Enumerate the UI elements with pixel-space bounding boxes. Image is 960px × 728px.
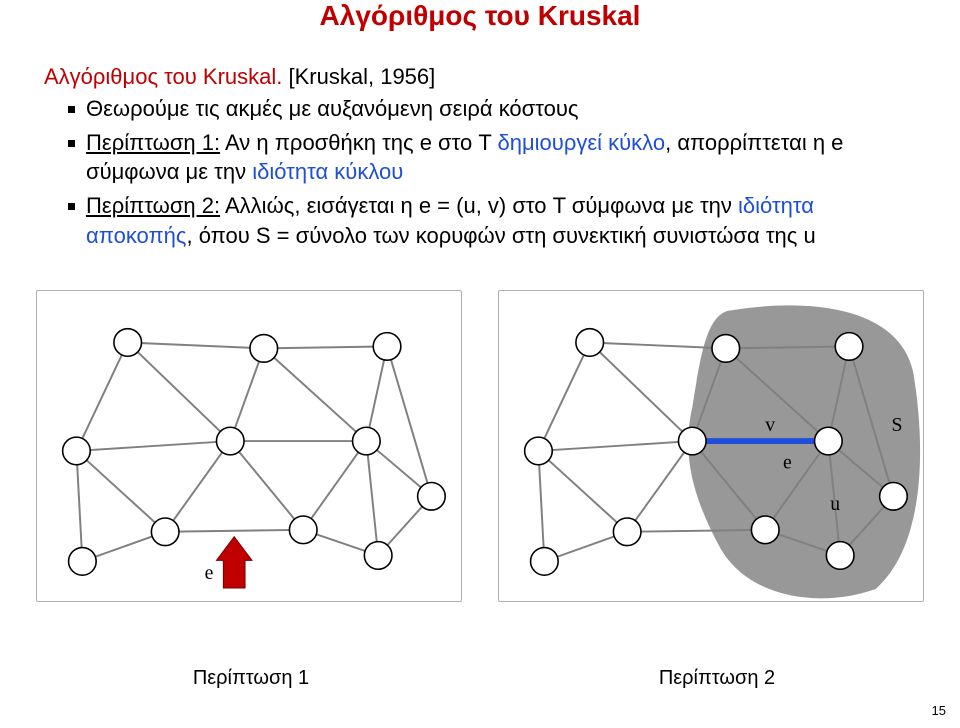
- bullet-run: Αλλιώς, εισάγεται η e = (u, v) στο T σύμ…: [220, 193, 738, 218]
- page-root: Αλγόριθμος του Kruskal Αλγόριθμος του Kr…: [0, 0, 960, 728]
- svg-text:v: v: [765, 414, 775, 436]
- bullet-text: Θεωρούμε τις ακμές με αυξανόμενη σειρά κ…: [86, 96, 579, 121]
- page-number: 15: [932, 703, 946, 718]
- graphs-row: e veuS: [36, 290, 924, 602]
- page-title: Αλγόριθμος του Kruskal: [0, 0, 960, 32]
- bullet-item: Θεωρούμε τις ακμές με αυξανόμενη σειρά κ…: [56, 94, 920, 124]
- svg-text:e: e: [205, 562, 214, 584]
- caption-right-text: Περίπτωση 2: [659, 667, 775, 689]
- caption-left: Περίπτωση 1: [36, 667, 466, 690]
- svg-text:S: S: [891, 414, 902, 436]
- bullet-run: Περίπτωση 1:: [86, 130, 220, 155]
- subtitle-main: Αλγόριθμος του Kruskal.: [44, 64, 282, 89]
- bullet-run: Περίπτωση 2:: [86, 193, 220, 218]
- svg-text:u: u: [830, 493, 840, 515]
- bullet-run: , όπου S = σύνολο των κορυφών στη συνεκτ…: [187, 223, 816, 248]
- page-number-text: 15: [932, 703, 946, 718]
- graph-box-right: ve u S: [498, 290, 924, 602]
- bullet-run: ιδιότητα κύκλου: [252, 159, 403, 184]
- graph-box-left: e: [36, 290, 462, 602]
- subtitle-suffix: [Kruskal, 1956]: [282, 64, 435, 89]
- caption-right: Περίπτωση 2: [502, 667, 932, 690]
- bullet-run: δημιουργεί κύκλο: [498, 130, 666, 155]
- graph-right-svg: ve u S: [499, 291, 923, 601]
- graph-left-svg: e: [37, 291, 461, 601]
- bullet-list: Θεωρούμε τις ακμές με αυξανόμενη σειρά κ…: [56, 94, 920, 254]
- caption-left-text: Περίπτωση 1: [193, 667, 309, 689]
- title-text: Αλγόριθμος του Kruskal: [320, 0, 641, 31]
- bullet-item: Περίπτωση 2: Αλλιώς, εισάγεται η e = (u,…: [56, 191, 920, 250]
- svg-text:e: e: [783, 452, 792, 474]
- subtitle: Αλγόριθμος του Kruskal. [Kruskal, 1956]: [44, 64, 435, 90]
- bullet-run: Αν η προσθήκη της e στο T: [220, 130, 497, 155]
- bullet-item: Περίπτωση 1: Αν η προσθήκη της e στο T δ…: [56, 128, 920, 187]
